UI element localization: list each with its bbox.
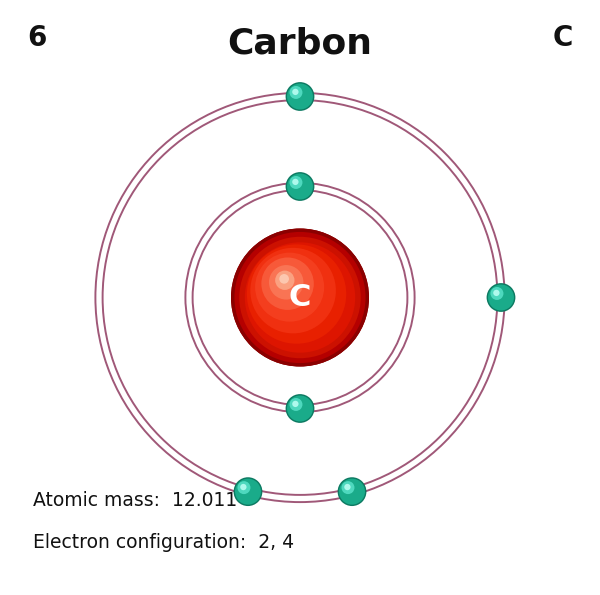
Circle shape — [286, 82, 314, 111]
Text: Atomic mass:  12.011: Atomic mass: 12.011 — [33, 491, 237, 510]
Circle shape — [233, 477, 262, 506]
Circle shape — [279, 274, 289, 284]
Circle shape — [231, 228, 369, 367]
Circle shape — [247, 245, 346, 344]
Circle shape — [238, 481, 250, 494]
Circle shape — [262, 258, 314, 310]
Circle shape — [488, 284, 514, 311]
Circle shape — [235, 479, 261, 505]
Circle shape — [287, 396, 313, 421]
Circle shape — [339, 479, 365, 505]
Circle shape — [231, 228, 369, 367]
Circle shape — [292, 178, 299, 185]
Circle shape — [239, 237, 361, 358]
Circle shape — [292, 400, 299, 407]
Text: Carbon: Carbon — [227, 27, 373, 61]
Circle shape — [341, 481, 355, 494]
Circle shape — [269, 265, 304, 299]
Circle shape — [487, 283, 515, 312]
Circle shape — [275, 271, 295, 290]
Text: C: C — [553, 24, 573, 52]
Circle shape — [338, 477, 367, 506]
Circle shape — [286, 394, 314, 423]
Circle shape — [289, 86, 302, 99]
Circle shape — [235, 232, 365, 363]
Text: Electron configuration:  2, 4: Electron configuration: 2, 4 — [33, 533, 294, 552]
Circle shape — [490, 287, 503, 300]
Text: 6: 6 — [27, 24, 46, 52]
Circle shape — [287, 83, 313, 109]
Circle shape — [287, 174, 313, 199]
Circle shape — [292, 89, 299, 95]
Circle shape — [240, 484, 247, 490]
Circle shape — [289, 176, 302, 189]
Text: C: C — [289, 283, 311, 312]
Circle shape — [255, 253, 324, 322]
Circle shape — [289, 398, 302, 411]
Circle shape — [250, 248, 336, 333]
Circle shape — [286, 172, 314, 201]
Circle shape — [493, 290, 500, 296]
Circle shape — [344, 484, 350, 490]
Circle shape — [245, 242, 355, 353]
